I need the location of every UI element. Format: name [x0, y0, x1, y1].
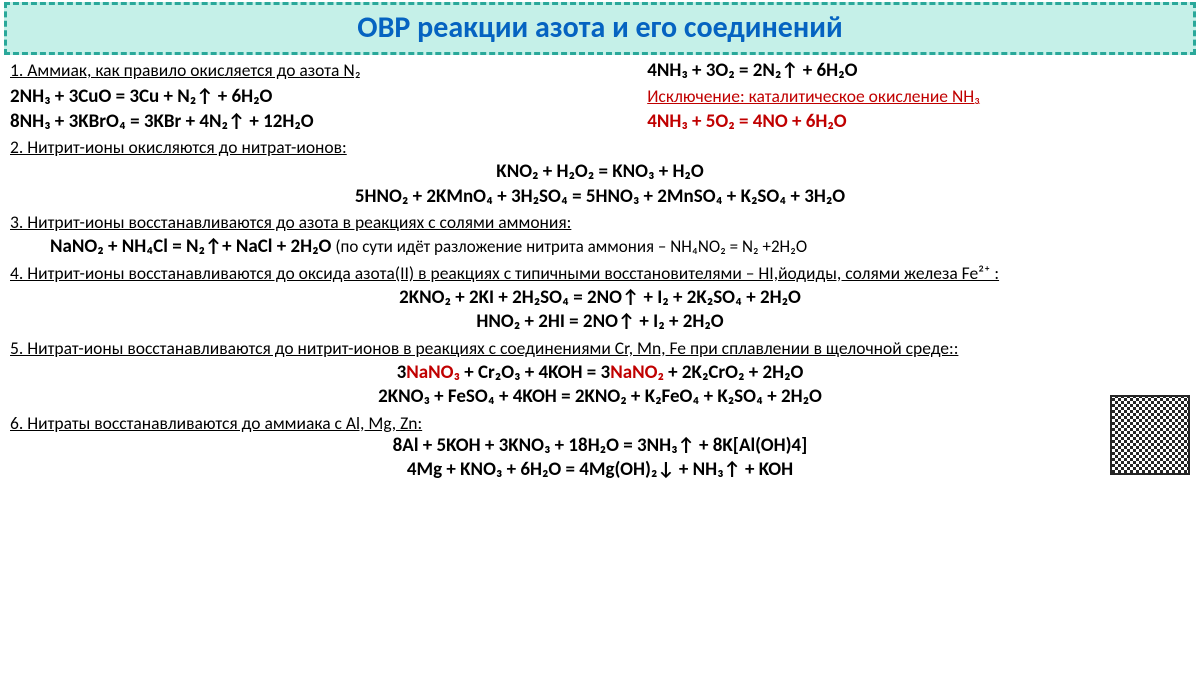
- rule-1-text: 1. Аммиак, как правило окисляется до азо…: [10, 59, 361, 81]
- r5-part-c: + Cr₂O₃ + 4KOH = 3: [460, 361, 610, 384]
- rule-1-eq4: 4NH₃ + 5O₂ = 4NO + 6H₂O: [647, 110, 846, 133]
- rule-3-text: 3. Нитрит-ионы восстанавливаются до азот…: [10, 211, 1190, 233]
- rule-4-eq2: HNO₂ + 2HI = 2NO↑ + I₂ + 2H₂O: [10, 310, 1190, 334]
- rule-3-eq1: NaNO₂ + NH₄Cl = N₂↑+ NaCl + 2H₂O: [50, 235, 331, 258]
- rule-1-eq2: 8NH₃ + 3KBrO₄ = 3KBr + 4N₂↑ + 12H₂O: [10, 110, 314, 133]
- qr-code-icon: [1110, 395, 1190, 475]
- rule-2-eq2: 5HNO₂ + 2KMnO₄ + 3H₂SO₄ = 5HNO₃ + 2MnSO₄…: [10, 185, 1190, 209]
- rule-5-eq2: 2KNO₃ + FeSO₄ + 4KOH = 2KNO₂ + K₂FeO₄ + …: [10, 385, 1190, 409]
- content-area: 1. Аммиак, как правило окисляется до азо…: [0, 55, 1200, 483]
- page-title: ОВР реакции азота и его соединений: [7, 9, 1193, 46]
- r5-part-d: NaNO₂: [610, 361, 664, 384]
- rule-1-row2: 2NH₃ + 3CuO = 3Cu + N₂↑ + 6H₂O Исключени…: [10, 85, 1190, 109]
- r5-part-e: + 2K₂CrO₂ + 2H₂O: [664, 361, 804, 384]
- rule-4-text: 4. Нитрит-ионы восстанавливаются до окси…: [10, 262, 1190, 284]
- rule-1-row3: 8NH₃ + 3KBrO₄ = 3KBr + 4N₂↑ + 12H₂O 4NH₃…: [10, 110, 1190, 134]
- rule-3-line: NaNO₂ + NH₄Cl = N₂↑+ NaCl + 2H₂O (по сут…: [10, 235, 1190, 259]
- rule-1-row: 1. Аммиак, как правило окисляется до азо…: [10, 59, 1190, 83]
- rule-6-text: 6. Нитраты восстанавливаются до аммиака …: [10, 412, 1190, 434]
- rule-1-eq1: 2NH₃ + 3CuO = 3Cu + N₂↑ + 6H₂O: [10, 85, 272, 108]
- rule-5-text: 5. Нитрат-ионы восстанавливаются до нитр…: [10, 337, 1190, 359]
- rule-1-exception: Исключение: каталитическое окисление NH₃: [647, 85, 980, 107]
- r5-part-b: NaNO₃: [406, 361, 460, 384]
- rule-1-eq3: 4NH₃ + 3O₂ = 2N₂↑ + 6H₂O: [647, 59, 857, 82]
- rule-5-eq1: 3NaNO₃ + Cr₂O₃ + 4KOH = 3NaNO₂ + 2K₂CrO₂…: [10, 361, 1190, 385]
- title-banner: ОВР реакции азота и его соединений: [4, 2, 1196, 55]
- r5-part-a: 3: [397, 361, 407, 384]
- rule-2-text: 2. Нитрит-ионы окисляются до нитрат-ионо…: [10, 136, 1190, 158]
- rule-6-eq1: 8Al + 5KOH + 3KNO₃ + 18H₂O = 3NH₃↑ + 8K[…: [10, 434, 1190, 458]
- rule-2-eq1: KNO₂ + H₂O₂ = KNO₃ + H₂O: [10, 160, 1190, 184]
- rule-4-eq1: 2KNO₂ + 2KI + 2H₂SO₄ = 2NO↑ + I₂ + 2K₂SO…: [10, 286, 1190, 310]
- rule-6-eq2: 4Mg + KNO₃ + 6H₂O = 4Mg(OH)₂↓ + NH₃↑ + K…: [10, 458, 1190, 482]
- rule-3-note: (по сути идёт разложение нитрита аммония…: [335, 236, 807, 257]
